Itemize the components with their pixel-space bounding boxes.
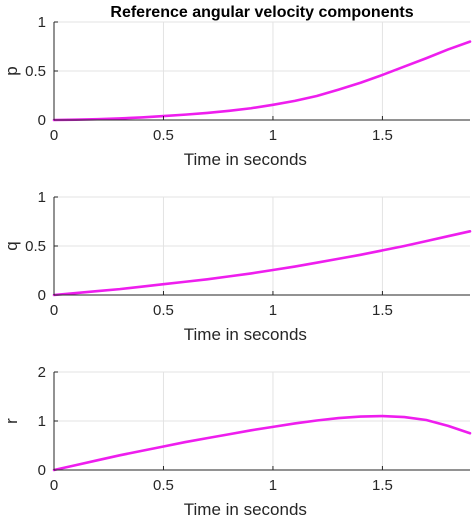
- y-tick-label: 1: [38, 413, 46, 430]
- x-tick-label: 0.5: [153, 477, 174, 494]
- chart-r: 0 0.5 1 1.5 0 1 2 Time in seconds r: [2, 364, 472, 519]
- x-tick-label: 0.5: [153, 127, 174, 144]
- x-axis-label: Time in seconds: [184, 150, 307, 169]
- x-axis-label: Time in seconds: [184, 500, 307, 519]
- figure-title: Reference angular velocity components: [110, 4, 413, 21]
- x-tick-label: 1: [269, 302, 277, 319]
- charts: 0 0.5 1 1.5 0 0.5 1 Time in seconds p 0 0.5 1 1.5 0 0.…: [2, 14, 472, 519]
- y-tick-label: 1: [38, 189, 46, 206]
- x-tick-label: 1: [269, 127, 277, 144]
- x-tick-label: 0.5: [153, 302, 174, 319]
- x-tick-label: 1.5: [372, 302, 393, 319]
- series-line-r: [52, 414, 472, 472]
- y-axis-label: p: [2, 66, 21, 75]
- y-tick-label: 0.5: [25, 63, 46, 80]
- y-tick-label: 1: [38, 14, 46, 31]
- chart-q: 0 0.5 1 1.5 0 0.5 1 Time in seconds q: [2, 189, 472, 344]
- x-axis-label: Time in seconds: [184, 325, 307, 344]
- x-tick-label: 0: [50, 127, 58, 144]
- chart-p: 0 0.5 1 1.5 0 0.5 1 Time in seconds p: [2, 14, 472, 169]
- y-axis-label: q: [2, 241, 21, 250]
- y-tick-label: 0.5: [25, 238, 46, 255]
- y-tick-label: 0: [38, 112, 46, 129]
- y-tick-label: 0: [38, 287, 46, 304]
- y-tick-label: 0: [38, 462, 46, 479]
- x-tick-label: 1.5: [372, 477, 393, 494]
- series-line-p: [52, 40, 472, 122]
- x-tick-label: 0: [50, 302, 58, 319]
- x-tick-label: 1.5: [372, 127, 393, 144]
- x-tick-label: 0: [50, 477, 58, 494]
- series-line-q: [52, 230, 472, 297]
- y-tick-label: 2: [38, 364, 46, 381]
- x-tick-label: 1: [269, 477, 277, 494]
- y-axis-label: r: [2, 418, 21, 424]
